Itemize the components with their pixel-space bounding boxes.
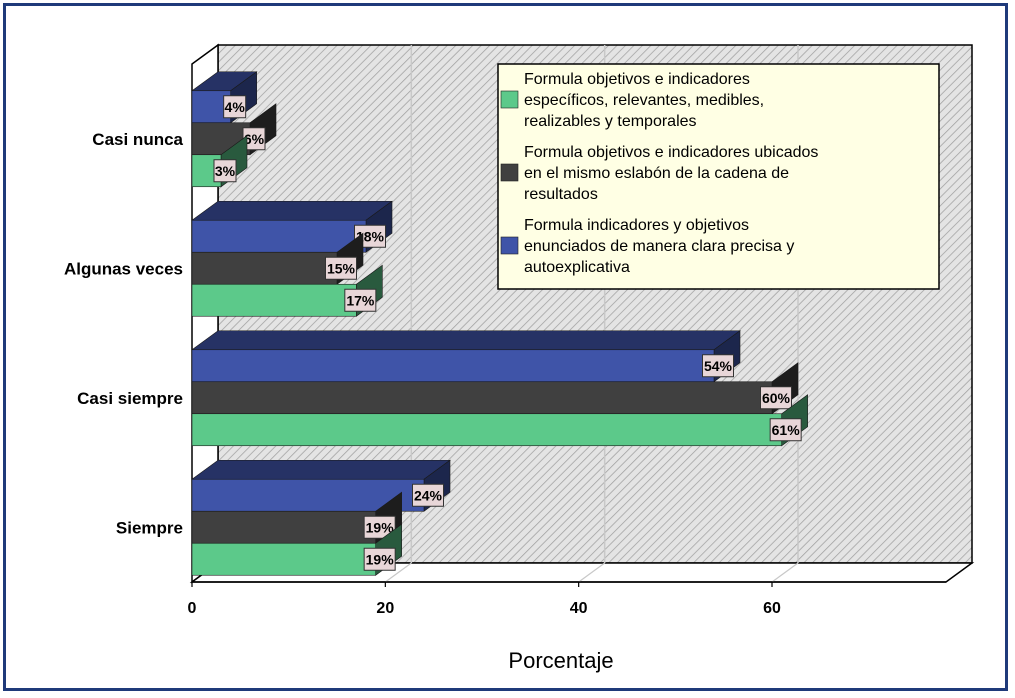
data-label-box	[363, 515, 396, 539]
x-tick-label: 0	[188, 600, 197, 617]
legend-swatch	[500, 90, 519, 109]
legend-label: realizables y temporales	[524, 113, 697, 130]
data-label: 3%	[215, 163, 236, 179]
data-label: 61%	[772, 422, 801, 438]
bar	[191, 251, 338, 285]
gridline-floor	[771, 562, 799, 583]
legend-swatch	[500, 163, 519, 182]
category-label: Casi nunca	[92, 130, 183, 149]
x-tick-label: 60	[763, 600, 781, 617]
legend-label: específicos, relevantes, medibles,	[524, 92, 764, 109]
data-label-box	[702, 354, 734, 378]
x-axis-title: Porcentaje	[508, 648, 613, 673]
data-label: 19%	[366, 551, 395, 567]
data-label-box	[363, 547, 396, 571]
bar	[191, 283, 357, 317]
gridline-floor	[578, 562, 606, 583]
legend-swatch	[500, 236, 519, 255]
legend-box	[497, 63, 940, 290]
legend-label: Formula indicadores y objetivos	[524, 217, 749, 234]
data-label: 15%	[327, 260, 356, 276]
data-label: 17%	[346, 292, 375, 308]
data-label-box	[213, 159, 237, 183]
bar	[191, 413, 782, 447]
legend-label: enunciados de manera clara precisa y	[524, 238, 794, 255]
bar-top	[191, 459, 451, 480]
bar	[191, 219, 367, 253]
data-label: 19%	[366, 519, 395, 535]
legend-label: Formula objetivos e indicadores	[524, 71, 750, 88]
bar	[191, 349, 715, 383]
data-label-box	[769, 418, 802, 442]
bar-top	[191, 330, 741, 351]
data-label-box	[760, 386, 792, 410]
data-label: 54%	[704, 358, 733, 374]
category-label: Siempre	[116, 518, 183, 537]
legend-label: autoexplicativa	[524, 259, 630, 276]
category-label: Casi siempre	[77, 389, 183, 408]
bar	[191, 510, 376, 544]
x-tick-label: 40	[570, 600, 588, 617]
gridline-floor	[384, 562, 412, 583]
bar	[191, 381, 773, 415]
data-label: 6%	[244, 131, 265, 147]
data-label-box	[223, 95, 247, 119]
bar	[191, 542, 376, 576]
data-label: 4%	[225, 99, 246, 115]
bar-top	[191, 200, 393, 221]
legend-label: resultados	[524, 186, 598, 203]
category-label: Algunas veces	[64, 259, 183, 278]
data-label-box	[325, 256, 357, 280]
data-label: 60%	[762, 390, 791, 406]
data-label-box	[412, 483, 444, 507]
data-label-box	[344, 288, 377, 312]
data-label: 24%	[414, 487, 443, 503]
legend-label: Formula objetivos e indicadores ubicados	[524, 144, 818, 161]
x-tick-label: 20	[376, 600, 394, 617]
legend-label: en el mismo eslabón de la cadena de	[524, 165, 789, 182]
